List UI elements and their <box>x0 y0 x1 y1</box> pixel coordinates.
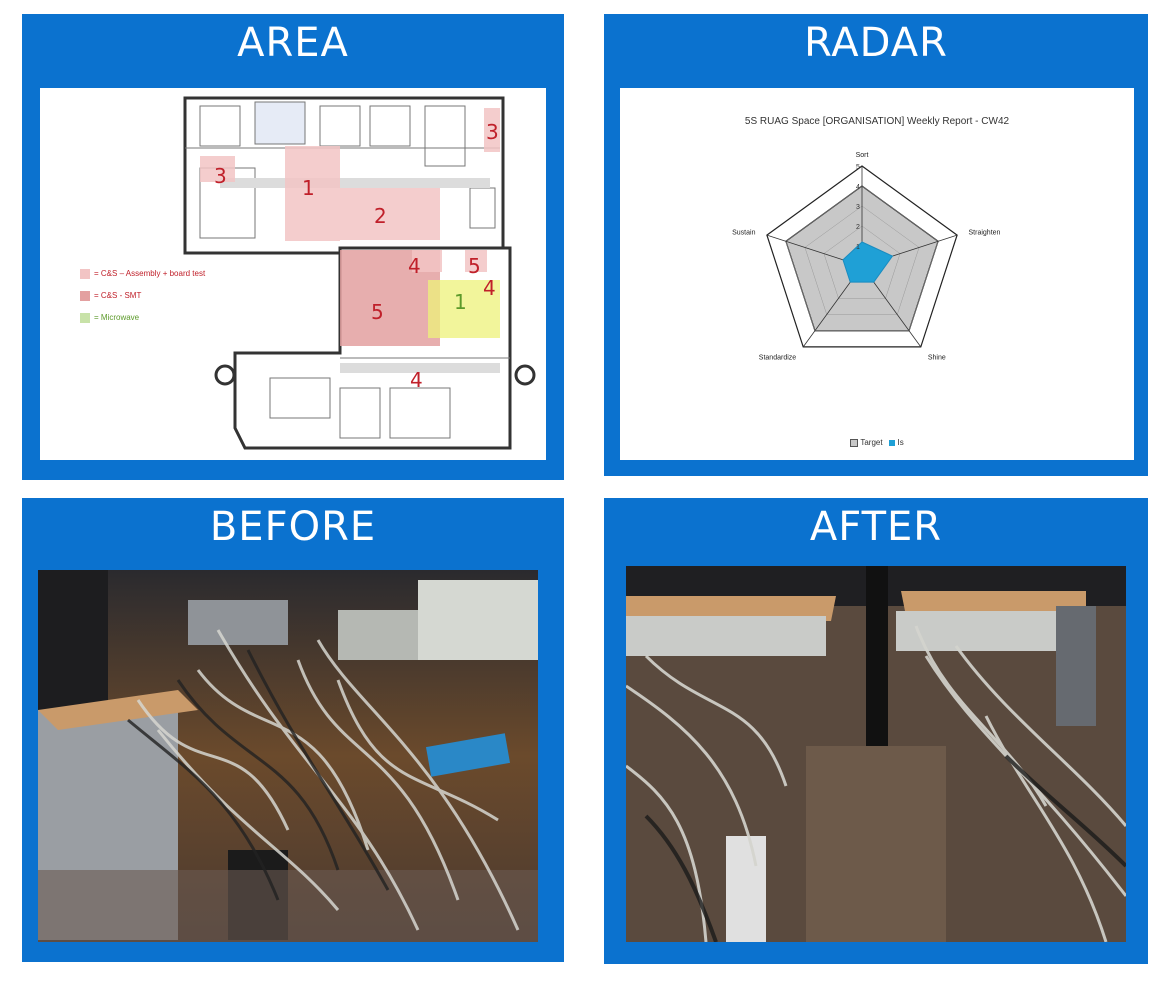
legend-label-assembly: = C&S – Assembly + board test <box>94 269 206 279</box>
legend-label-smt: = C&S - SMT <box>94 291 142 301</box>
zone-3b-area <box>484 108 500 152</box>
after-photo <box>626 566 1126 942</box>
radar-title: RADAR <box>804 20 948 66</box>
zone-label-4a: 4 <box>408 254 421 278</box>
radar-chart-title: 5S RUAG Space [ORGANISATION] Weekly Repo… <box>744 116 1010 127</box>
radar-series-is <box>842 241 894 283</box>
radar-axis-label-standardize: Standardize <box>759 355 796 362</box>
legend-swatch-target <box>850 438 859 447</box>
before-title: BEFORE <box>209 504 377 550</box>
after-photo-image <box>626 566 1126 942</box>
floor-plan: 1 2 3 3 4 4 4 5 5 1 = C&S – Assembly + b… <box>40 88 546 460</box>
radar-tick-2: 2 <box>856 224 860 231</box>
legend-assembly: = C&S – Assembly + board test <box>80 269 205 279</box>
zone-label-1: 1 <box>302 176 315 200</box>
zone-2-area <box>340 188 440 240</box>
radar-tick-4: 4 <box>856 184 860 191</box>
before-photo-image <box>38 570 538 942</box>
radar-chart-area: 5S RUAG Space [ORGANISATION] Weekly Repo… <box>620 88 1134 460</box>
legend-label-target: Target <box>860 438 883 447</box>
legend-swatch-is <box>889 439 896 446</box>
zone-label-3a: 3 <box>214 164 227 188</box>
radar-grid-ring-3 <box>804 205 920 315</box>
radar-axis-label-straighten: Straighten <box>969 229 1001 236</box>
radar-axis-label-sort: Sort <box>856 152 869 159</box>
radar-axis-label-sustain: Sustain <box>732 229 755 236</box>
zone-4a-area <box>412 250 442 272</box>
area-title: AREA <box>237 20 349 66</box>
floor-plan-drawing <box>183 96 536 450</box>
zone-3a-area <box>200 156 235 182</box>
radar-grid-ring-2 <box>823 225 901 299</box>
radar-grid-ring-4 <box>785 185 939 331</box>
zone-label-4c: 4 <box>410 368 423 392</box>
radar-chart: 1 2 3 4 5 Sort Straighten Shine Standardize Susta… <box>732 152 1001 362</box>
legend-microwave: = Microwave <box>80 313 139 323</box>
radar-tick-5: 5 <box>856 164 860 171</box>
zone-label-2: 2 <box>374 204 387 228</box>
legend-label-microwave: = Microwave <box>94 313 140 323</box>
radar-axis-label-shine: Shine <box>928 355 946 362</box>
radar-tick-3: 3 <box>856 204 860 211</box>
legend-label-is: Is <box>897 438 904 447</box>
before-panel: BEFORE <box>22 498 564 962</box>
zone-1-area <box>285 146 340 241</box>
zone-label-5a: 5 <box>468 254 481 278</box>
legend-smt: = C&S - SMT <box>80 291 141 301</box>
radar-tick-1: 1 <box>856 244 860 251</box>
radar-panel: RADAR 5S RUAG Space [ORGANISATION] Weekl… <box>604 14 1148 476</box>
after-panel: AFTER <box>604 498 1148 964</box>
zone-5b-area <box>465 250 487 272</box>
area-panel: AREA <box>22 14 564 480</box>
zone-microwave-area <box>428 280 500 338</box>
legend-swatch-assembly <box>80 269 90 279</box>
radar-legend: Target Is <box>620 438 1134 447</box>
zone-label-1-microwave: 1 <box>454 290 467 314</box>
before-photo <box>38 570 538 942</box>
legend-swatch-microwave <box>80 313 90 323</box>
zone-label-4b: 4 <box>483 276 496 300</box>
zone-label-3b: 3 <box>486 120 499 144</box>
legend-swatch-smt <box>80 291 90 301</box>
after-title: AFTER <box>809 504 943 550</box>
zone-label-5b: 5 <box>371 300 384 324</box>
